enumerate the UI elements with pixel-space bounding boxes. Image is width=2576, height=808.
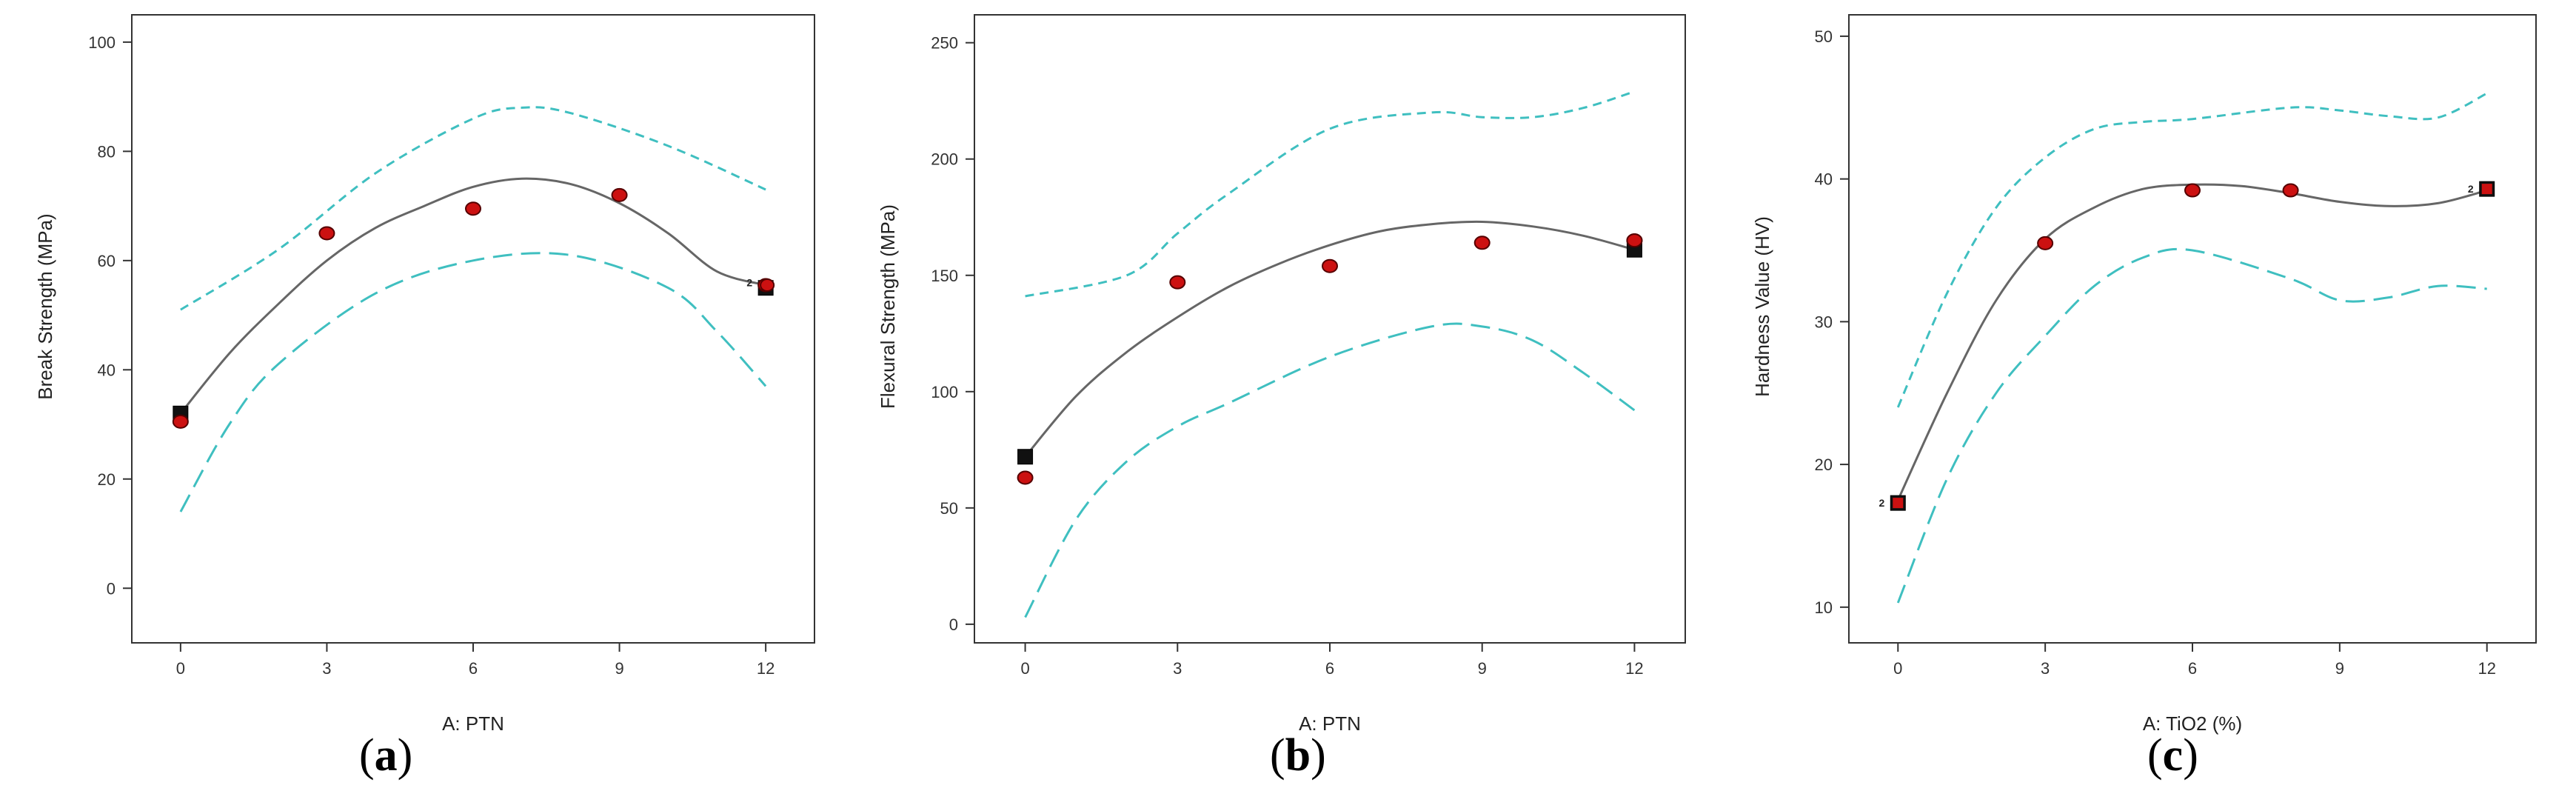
y-tick-label-a: 100 [88, 33, 116, 52]
replicate-point-b [1626, 233, 1643, 248]
panel-b-label-close: ) [1311, 730, 1326, 781]
replicate-point-c [2481, 184, 2492, 195]
chart-a: 0 20 40 60 80 100 0 3 6 9 12 A: PTN Break Strength (… [34, 14, 815, 735]
data-point-b [1473, 236, 1491, 250]
x-tick-label-a: 9 [615, 659, 623, 678]
fit-curve-b [1024, 220, 1635, 458]
data-point-b [1169, 275, 1186, 290]
x-tick-label-b: 9 [1478, 659, 1487, 678]
panel-b-label: (b) [1270, 729, 1326, 782]
x-tick-label-c: 12 [2478, 659, 2495, 678]
replicate-point-c [1893, 498, 1904, 509]
replicate-count-c: 2 [2468, 183, 2474, 195]
y-tick-label-c: 30 [1815, 313, 1833, 331]
x-tick-label-a: 6 [469, 659, 478, 678]
y-tick-label-a: 80 [98, 142, 116, 161]
panel-b: 0 50 100 150 200 250 0 3 6 9 12 A: PTN Flexural Stre… [859, 0, 1718, 808]
y-tick-label-b: 0 [949, 615, 958, 634]
x-tick-label-c: 3 [2041, 659, 2050, 678]
x-tick-label-b: 6 [1325, 659, 1334, 678]
y-axis-label-b: Flexural Strength (MPa) [877, 204, 899, 409]
plot-frame-b [974, 14, 1686, 644]
panel-a-label-open: ( [359, 730, 375, 781]
ci-lower-a [179, 252, 767, 512]
data-point-c [2184, 183, 2201, 198]
panel-b-label-open: ( [1270, 730, 1285, 781]
y-tick-label-a: 20 [98, 470, 116, 489]
y-tick-label-c: 50 [1815, 27, 1833, 46]
data-point-a [465, 201, 481, 216]
ci-lower-b [1024, 322, 1636, 618]
chart-c: 10 20 30 40 50 0 3 6 9 12 A: TiO2 (%) Hardness Valu… [1751, 14, 2537, 735]
x-axis-label-a: A: PTN [442, 712, 504, 735]
data-point-a [318, 226, 335, 241]
panel-a: 0 20 40 60 80 100 0 3 6 9 12 A: PTN Break Strength (… [0, 0, 859, 808]
y-tick-label-b: 250 [931, 34, 958, 53]
data-point-c [2282, 183, 2299, 198]
y-tick-label-c: 20 [1815, 455, 1833, 474]
plot-frame-a [131, 14, 815, 644]
panel-a-label-close: ) [397, 730, 413, 781]
y-axis-label-a: Break Strength (MPa) [34, 213, 56, 399]
y-tick-label-b: 200 [931, 150, 958, 169]
x-tick-label-c: 9 [2335, 659, 2344, 678]
x-tick-label-a: 12 [757, 659, 775, 678]
panel-a-label: (a) [359, 729, 412, 782]
chart-b: 0 50 100 150 200 250 0 3 6 9 12 A: PTN Flexural Stre… [877, 14, 1686, 735]
data-point-a [611, 187, 628, 202]
x-tick-label-c: 6 [2188, 659, 2197, 678]
panel-c-label-open: ( [2147, 730, 2163, 781]
data-point-b [1017, 470, 1034, 485]
x-axis-label-c: A: TiO2 (%) [2143, 712, 2242, 735]
panel-c-label-close: ) [2183, 730, 2198, 781]
y-tick-label-b: 100 [931, 383, 958, 401]
panel-c-label: (c) [2147, 729, 2198, 782]
y-tick-label-c: 10 [1815, 598, 1833, 617]
data-point-b [1322, 258, 1338, 273]
panel-c: 10 20 30 40 50 0 3 6 9 12 A: TiO2 (%) Hardness Valu… [1718, 0, 2576, 808]
panel-c-label-letter: c [2162, 730, 2184, 781]
ci-lower-c [1896, 247, 2487, 604]
replicate-count-c: 2 [1879, 497, 1884, 509]
y-tick-label-a: 40 [98, 361, 116, 379]
design-point-b [1017, 449, 1034, 465]
y-tick-label-a: 0 [107, 579, 116, 598]
x-tick-label-a: 0 [176, 659, 185, 678]
y-tick-label-b: 150 [931, 267, 958, 285]
replicate-count-a: 2 [746, 276, 752, 288]
y-tick-label-a: 60 [98, 252, 116, 270]
data-point-a [172, 414, 189, 429]
x-tick-label-a: 3 [322, 659, 331, 678]
data-point-c [2037, 236, 2054, 250]
x-axis-label-b: A: PTN [1299, 712, 1361, 735]
x-tick-label-b: 12 [1625, 659, 1643, 678]
y-tick-label-b: 50 [940, 499, 958, 518]
fit-curve-a [179, 177, 766, 415]
fit-curve-c [1896, 183, 2488, 501]
panel-b-label-letter: b [1285, 730, 1311, 781]
panel-a-label-letter: a [374, 730, 398, 781]
replicate-point-a [760, 278, 775, 293]
plot-frame-c [1848, 14, 2537, 644]
x-tick-label-b: 3 [1173, 659, 1182, 678]
ci-upper-a [180, 106, 766, 311]
y-tick-label-c: 40 [1815, 170, 1833, 189]
y-axis-label-c: Hardness Value (HV) [1751, 216, 1773, 397]
x-tick-label-b: 0 [1020, 659, 1029, 678]
x-tick-label-c: 0 [1893, 659, 1902, 678]
